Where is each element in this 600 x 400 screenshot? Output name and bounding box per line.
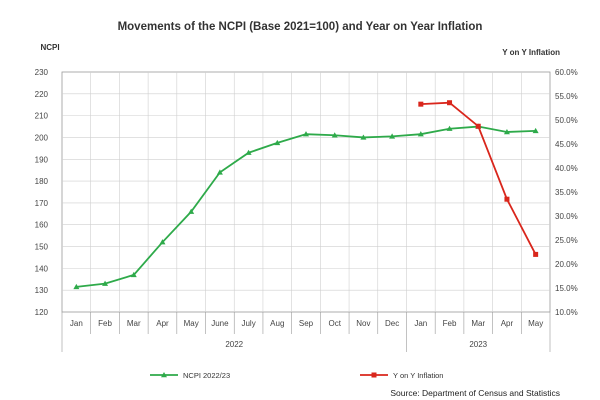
data-point (73, 283, 80, 290)
data-point (446, 125, 453, 131)
x-tick-label: May (528, 319, 543, 328)
plot-area (61, 71, 551, 313)
right-tick-label: 20.0% (555, 260, 578, 269)
right-tick-label: 45.0% (555, 140, 578, 149)
data-point (389, 133, 396, 139)
left-tick-label: 150 (35, 243, 49, 252)
x-tick-label: Mar (127, 319, 141, 328)
data-point (331, 132, 338, 138)
data-point (130, 271, 137, 278)
data-point (504, 196, 510, 202)
left-tick-label: 180 (35, 177, 49, 186)
left-axis-title: NCPI (40, 43, 59, 52)
x-tick-label: Jan (414, 319, 427, 328)
x-tick-label: May (184, 319, 199, 328)
legend-marker (371, 372, 377, 378)
data-point (418, 101, 424, 107)
left-tick-label: 140 (35, 264, 49, 273)
x-tick-label: June (211, 319, 229, 328)
x-axis-ticks: Jan Feb Mar Apr May June July Aug Sep Oct Nov Dec Ja… (61, 312, 551, 352)
right-tick-label: 10.0% (555, 308, 578, 317)
left-tick-label: 120 (35, 308, 49, 317)
x-tick-label: Aug (270, 319, 284, 328)
data-point (447, 100, 453, 106)
right-tick-label: 50.0% (555, 116, 578, 125)
legend-label: NCPI 2022/23 (183, 371, 230, 380)
left-tick-label: 160 (35, 221, 49, 230)
x-tick-label: Nov (356, 319, 370, 328)
year-group-label: 2023 (469, 340, 487, 349)
left-tick-label: 130 (35, 286, 49, 295)
right-tick-label: 60.0% (555, 68, 578, 77)
data-point (475, 123, 481, 129)
x-tick-label: Jan (70, 319, 83, 328)
left-tick-label: 210 (35, 112, 49, 121)
right-tick-label: 55.0% (555, 92, 578, 101)
data-point (533, 251, 539, 257)
data-point (532, 127, 539, 134)
legend-marker (161, 372, 167, 378)
data-point (216, 169, 223, 175)
x-tick-label: Mar (471, 319, 485, 328)
right-tick-label: 25.0% (555, 236, 578, 245)
grid (62, 72, 550, 312)
right-tick-label: 30.0% (555, 212, 578, 221)
left-axis-ticks: 120 130 140 150 160 170 180 190 200 210 220 230 (35, 68, 49, 317)
left-tick-label: 220 (35, 90, 49, 99)
data-point (102, 280, 109, 286)
right-tick-label: 35.0% (555, 188, 578, 197)
data-point (159, 239, 166, 245)
data-point (274, 139, 281, 146)
x-tick-label: July (241, 319, 255, 328)
legend-label: Y on Y Inflation (393, 371, 443, 380)
x-tick-label: Feb (443, 319, 457, 328)
source-note: Source: Department of Census and Statist… (390, 388, 560, 398)
x-tick-label: Apr (501, 319, 514, 328)
data-point (188, 208, 195, 214)
x-tick-label: Oct (328, 319, 341, 328)
x-tick-label: Apr (156, 319, 169, 328)
series (73, 100, 539, 290)
year-group-labels: 2022 2023 (225, 340, 487, 349)
right-axis-title: Y on Y Inflation (502, 48, 560, 57)
x-tick-label: Sep (299, 319, 314, 328)
data-point (503, 129, 510, 135)
left-tick-label: 170 (35, 199, 49, 208)
data-point (303, 131, 309, 137)
data-point (360, 134, 367, 140)
chart-title: Movements of the NCPI (Base 2021=100) an… (118, 21, 483, 33)
right-tick-label: 15.0% (555, 284, 578, 293)
year-group-label: 2022 (225, 340, 243, 349)
left-tick-label: 190 (35, 155, 49, 164)
left-tick-label: 230 (35, 68, 49, 77)
left-tick-label: 200 (35, 133, 49, 142)
data-point (245, 149, 252, 155)
series-line-1 (76, 125, 536, 288)
x-tick-label: Dec (385, 319, 399, 328)
legend: NCPI 2022/23 Y on Y Inflation (150, 371, 443, 380)
right-axis-ticks: 10.0% 15.0% 20.0% 25.0% 30.0% 35.0% 40.0% 45.0%… (555, 68, 578, 317)
right-tick-label: 40.0% (555, 164, 578, 173)
data-point (417, 131, 424, 137)
x-tick-label: Feb (98, 319, 112, 328)
